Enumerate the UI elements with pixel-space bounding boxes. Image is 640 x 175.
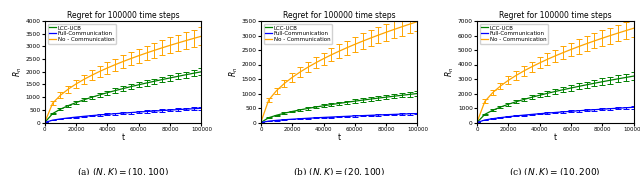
Legend: LCC-UCB, Full-Communication, No - Communication: LCC-UCB, Full-Communication, No - Commun…	[480, 24, 548, 44]
Text: (a) $(N, K) = (10, 100)$: (a) $(N, K) = (10, 100)$	[77, 165, 169, 175]
Title: Regret for 100000 time steps: Regret for 100000 time steps	[283, 11, 396, 20]
Y-axis label: $R_n$: $R_n$	[444, 66, 456, 77]
Title: Regret for 100000 time steps: Regret for 100000 time steps	[67, 11, 179, 20]
X-axis label: t: t	[122, 133, 125, 142]
X-axis label: t: t	[554, 133, 557, 142]
Text: (b) $(N, K) = (20, 100)$: (b) $(N, K) = (20, 100)$	[293, 165, 385, 175]
Title: Regret for 100000 time steps: Regret for 100000 time steps	[499, 11, 612, 20]
Legend: LCC-UCB, Full-Communication, No - Communication: LCC-UCB, Full-Communication, No - Commun…	[264, 24, 332, 44]
Y-axis label: $R_n$: $R_n$	[12, 66, 24, 77]
X-axis label: t: t	[338, 133, 340, 142]
Legend: LCC-UCB, Full-Communication, No - Communication: LCC-UCB, Full-Communication, No - Commun…	[47, 24, 116, 44]
Text: (c) $(N, K) = (10, 200)$: (c) $(N, K) = (10, 200)$	[509, 165, 601, 175]
Y-axis label: $R_n$: $R_n$	[228, 66, 241, 77]
